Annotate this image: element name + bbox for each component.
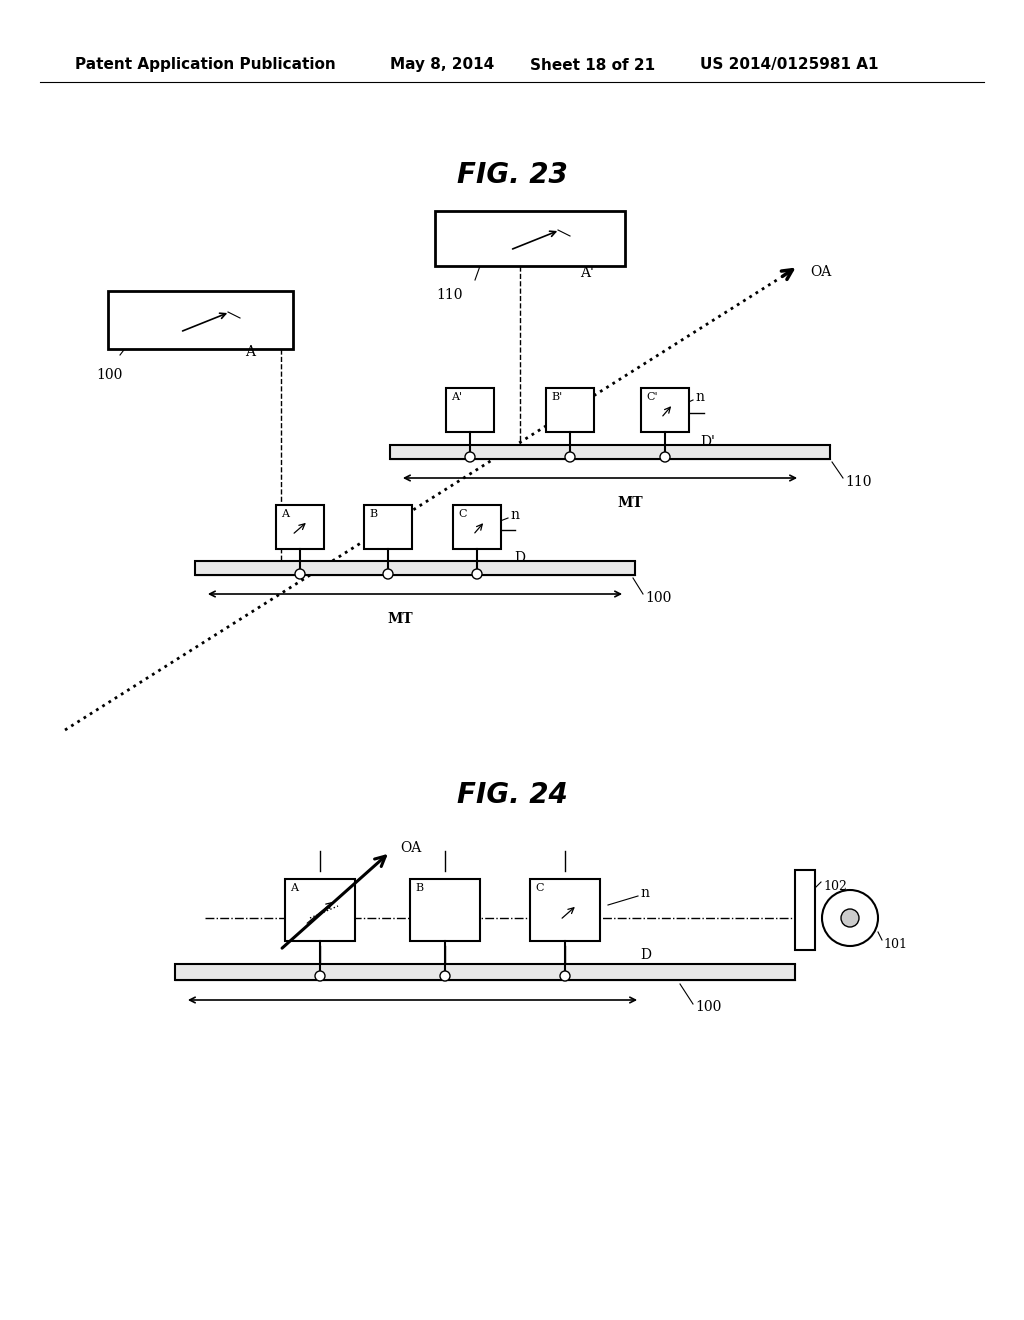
- Circle shape: [822, 890, 878, 946]
- Text: 102: 102: [823, 880, 847, 894]
- Text: D: D: [640, 948, 651, 962]
- Text: n: n: [640, 886, 649, 900]
- Text: US 2014/0125981 A1: US 2014/0125981 A1: [700, 58, 879, 73]
- Text: A': A': [451, 392, 462, 403]
- Circle shape: [560, 972, 570, 981]
- Text: A': A': [580, 267, 594, 280]
- Text: 100: 100: [645, 591, 672, 605]
- Circle shape: [565, 451, 575, 462]
- Text: B: B: [369, 510, 377, 519]
- Text: n: n: [510, 508, 519, 521]
- Text: MT: MT: [387, 612, 413, 626]
- Text: B': B': [551, 392, 562, 403]
- Text: Sheet 18 of 21: Sheet 18 of 21: [530, 58, 655, 73]
- Circle shape: [295, 569, 305, 579]
- Text: FIG. 24: FIG. 24: [457, 781, 567, 809]
- Circle shape: [472, 569, 482, 579]
- Text: 100: 100: [97, 368, 123, 381]
- Bar: [108, 290, 293, 348]
- Text: n: n: [695, 389, 705, 404]
- Text: MT: MT: [617, 496, 643, 510]
- Text: FIG. 23: FIG. 23: [457, 161, 567, 189]
- Text: OA: OA: [400, 841, 421, 855]
- Text: Patent Application Publication: Patent Application Publication: [75, 58, 336, 73]
- Circle shape: [465, 451, 475, 462]
- Circle shape: [660, 451, 670, 462]
- Circle shape: [315, 972, 325, 981]
- Text: 110: 110: [845, 475, 871, 488]
- Bar: [435, 210, 625, 265]
- Bar: [364, 506, 412, 549]
- Bar: [390, 445, 830, 459]
- Text: B: B: [415, 883, 423, 894]
- Bar: [276, 506, 324, 549]
- Bar: [195, 561, 635, 576]
- Text: D: D: [514, 550, 525, 565]
- Circle shape: [841, 909, 859, 927]
- Bar: [285, 879, 355, 941]
- Text: May 8, 2014: May 8, 2014: [390, 58, 495, 73]
- Bar: [546, 388, 594, 432]
- Bar: [175, 964, 795, 979]
- Text: A: A: [281, 510, 289, 519]
- Circle shape: [383, 569, 393, 579]
- Bar: [446, 388, 494, 432]
- Text: 110: 110: [437, 288, 463, 302]
- Text: C: C: [535, 883, 544, 894]
- Bar: [641, 388, 689, 432]
- Text: C: C: [458, 510, 467, 519]
- Bar: [410, 879, 480, 941]
- Text: D': D': [700, 436, 715, 449]
- Text: 101: 101: [883, 939, 907, 950]
- Text: OA: OA: [810, 265, 831, 279]
- Bar: [795, 870, 815, 950]
- Bar: [530, 879, 600, 941]
- Circle shape: [440, 972, 450, 981]
- Text: 100: 100: [695, 1001, 721, 1014]
- Text: C': C': [646, 392, 657, 403]
- Text: A: A: [245, 345, 255, 359]
- Bar: [453, 506, 501, 549]
- Text: A: A: [290, 883, 298, 894]
